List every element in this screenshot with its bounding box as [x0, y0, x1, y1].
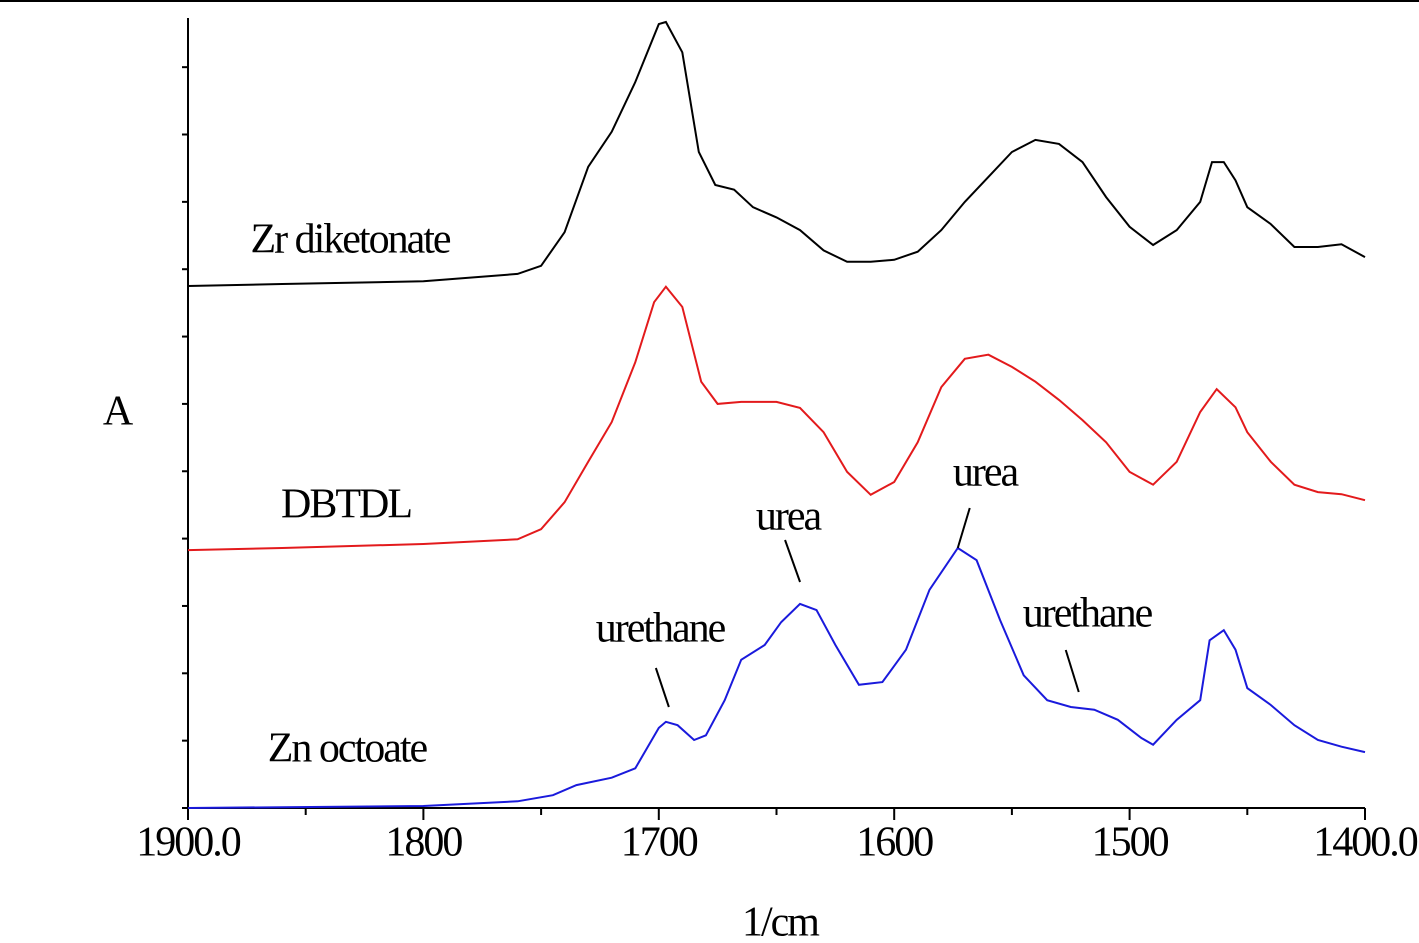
annotation: urea	[756, 494, 823, 540]
y-axis-label: A	[103, 389, 134, 435]
x-tick-label: 1600	[856, 820, 933, 866]
x-tick-label: 1500	[1092, 820, 1169, 866]
x-tick-label: 1700	[621, 820, 698, 866]
annotation: urethane	[1023, 591, 1153, 637]
series-label: DBTDL	[281, 482, 411, 528]
annotation: urethane	[596, 606, 726, 652]
x-axis-label: 1/cm	[742, 900, 820, 943]
spectrum-line	[187, 20, 1366, 287]
annotation: urea	[953, 450, 1020, 496]
x-tick-label: 1800	[385, 820, 462, 866]
annotation-leader	[654, 667, 670, 708]
spectrum-line	[187, 285, 1366, 552]
series-label: Zn octoate	[268, 726, 428, 772]
annotation-leader	[1064, 649, 1080, 693]
x-tick-label: 1900.0	[136, 820, 241, 866]
series-label: Zr diketonate	[250, 217, 450, 263]
spectrum-line	[187, 546, 1366, 809]
x-tick-label: 1400.0	[1313, 820, 1418, 866]
annotation-leader	[956, 507, 971, 549]
annotation-leader	[784, 539, 801, 583]
